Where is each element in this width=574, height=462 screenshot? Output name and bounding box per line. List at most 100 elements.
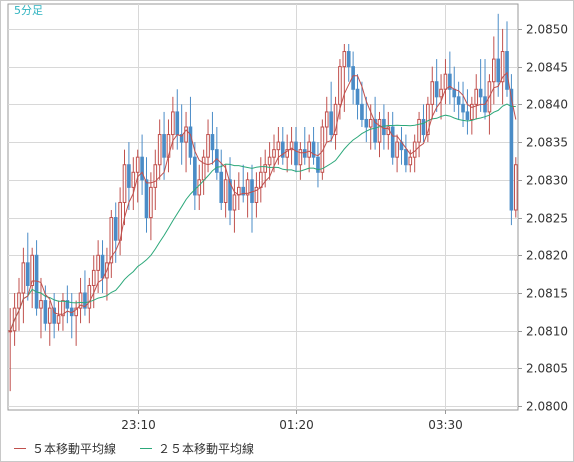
candle-up <box>91 269 96 286</box>
candle-up <box>87 284 92 309</box>
candle-down <box>390 126 395 158</box>
candle-down <box>311 141 316 158</box>
y-tick-label: 2.0800 <box>526 400 568 414</box>
candle-down <box>127 164 131 188</box>
candle-up <box>342 51 347 68</box>
candle-up <box>500 51 505 83</box>
candle-up <box>206 134 210 158</box>
candle-up <box>254 186 259 203</box>
candle-down <box>65 300 70 309</box>
candle-up <box>39 300 43 309</box>
candle-down <box>404 149 408 166</box>
candle-up <box>377 118 382 143</box>
candle-down <box>175 111 180 136</box>
candle-down <box>43 300 48 324</box>
candle-down <box>461 103 465 113</box>
legend-item-ma5: ５本移動平均線 <box>14 440 116 457</box>
legend-item-ma25: ２５本移動平均線 <box>140 440 254 457</box>
candle-up <box>276 141 281 151</box>
ma5-line <box>9 71 517 331</box>
candlestick-chart: 2.0800 2.0805 2.0810 2.0815 2.0820 2.0825 2.08… <box>7 3 568 433</box>
candle-up <box>474 88 479 105</box>
candle-down <box>465 111 470 120</box>
candle-up <box>272 149 276 158</box>
axes: 2.0800 2.0805 2.0810 2.0815 2.0820 2.0825 2.08… <box>121 23 568 433</box>
candle-up <box>426 103 430 136</box>
candle-up <box>289 141 294 151</box>
candle-down <box>113 217 118 241</box>
timeframe-label: 5分足 <box>14 4 43 17</box>
candle-down <box>452 88 457 98</box>
candle-up <box>223 179 228 203</box>
candle-up <box>131 171 136 188</box>
legend-label-ma25: ２５本移動平均線 <box>158 442 255 456</box>
candle-down <box>496 58 501 83</box>
candle-down <box>302 149 307 158</box>
y-tick-label: 2.0830 <box>526 174 568 188</box>
candle-up <box>324 111 329 128</box>
candle-down <box>193 156 197 196</box>
candle-down <box>52 307 56 324</box>
candle-up <box>78 292 83 309</box>
candle-up <box>109 217 114 264</box>
candle-up <box>470 103 474 120</box>
candle-up <box>135 156 140 173</box>
candle-up <box>56 315 61 324</box>
plot-border <box>7 3 519 411</box>
candle-down <box>219 171 224 203</box>
candle-up <box>184 126 188 143</box>
y-tick-label: 2.0810 <box>526 325 568 339</box>
y-tick-label: 2.0850 <box>526 23 568 37</box>
legend-swatch-ma5 <box>14 448 26 449</box>
candle-down <box>448 73 452 90</box>
candle-down <box>100 254 105 279</box>
candle-down <box>360 103 364 120</box>
candle-up <box>338 66 342 105</box>
grid <box>7 3 519 411</box>
candle-down <box>509 88 514 211</box>
candle-down <box>456 96 461 105</box>
candle-up <box>307 141 311 158</box>
candle-up <box>368 118 373 128</box>
candle-up <box>201 156 206 181</box>
candle-up <box>153 164 158 188</box>
candle-up <box>21 262 26 294</box>
candle-up <box>263 164 268 173</box>
candle-up <box>8 330 13 333</box>
candles <box>8 13 518 392</box>
candle-up <box>17 292 21 309</box>
candle-down <box>329 111 333 136</box>
candle-up <box>333 103 338 136</box>
candle-down <box>25 262 30 286</box>
candle-up <box>430 81 435 105</box>
candle-down <box>364 118 369 128</box>
candle-up <box>285 149 289 158</box>
candle-up <box>122 164 127 203</box>
candle-up <box>443 73 448 90</box>
candle-down <box>355 88 360 105</box>
candle-up <box>61 300 65 317</box>
candle-up <box>439 88 443 98</box>
candle-up <box>74 307 78 317</box>
y-tick-label: 2.0805 <box>526 362 568 376</box>
candle-down <box>162 134 166 158</box>
y-tick-label: 2.0840 <box>526 98 568 112</box>
x-tick-label: 01:20 <box>279 418 314 432</box>
candle-up <box>492 58 496 83</box>
legend-swatch-ma25 <box>140 448 153 449</box>
candle-up <box>298 149 303 166</box>
candle-up <box>197 179 202 196</box>
candle-up <box>417 118 421 143</box>
candle-up <box>232 194 237 211</box>
candle-down <box>140 156 144 181</box>
candle-down <box>421 118 426 136</box>
candle-down <box>294 141 298 166</box>
candle-down <box>83 292 87 309</box>
candle-down <box>280 141 285 158</box>
y-tick-label: 2.0825 <box>526 212 568 226</box>
candle-up <box>245 179 250 196</box>
candle-down <box>210 134 215 151</box>
candle-down <box>382 118 386 136</box>
candle-down <box>316 156 320 173</box>
legend: ５本移動平均線 ２５本移動平均線 <box>14 440 254 457</box>
